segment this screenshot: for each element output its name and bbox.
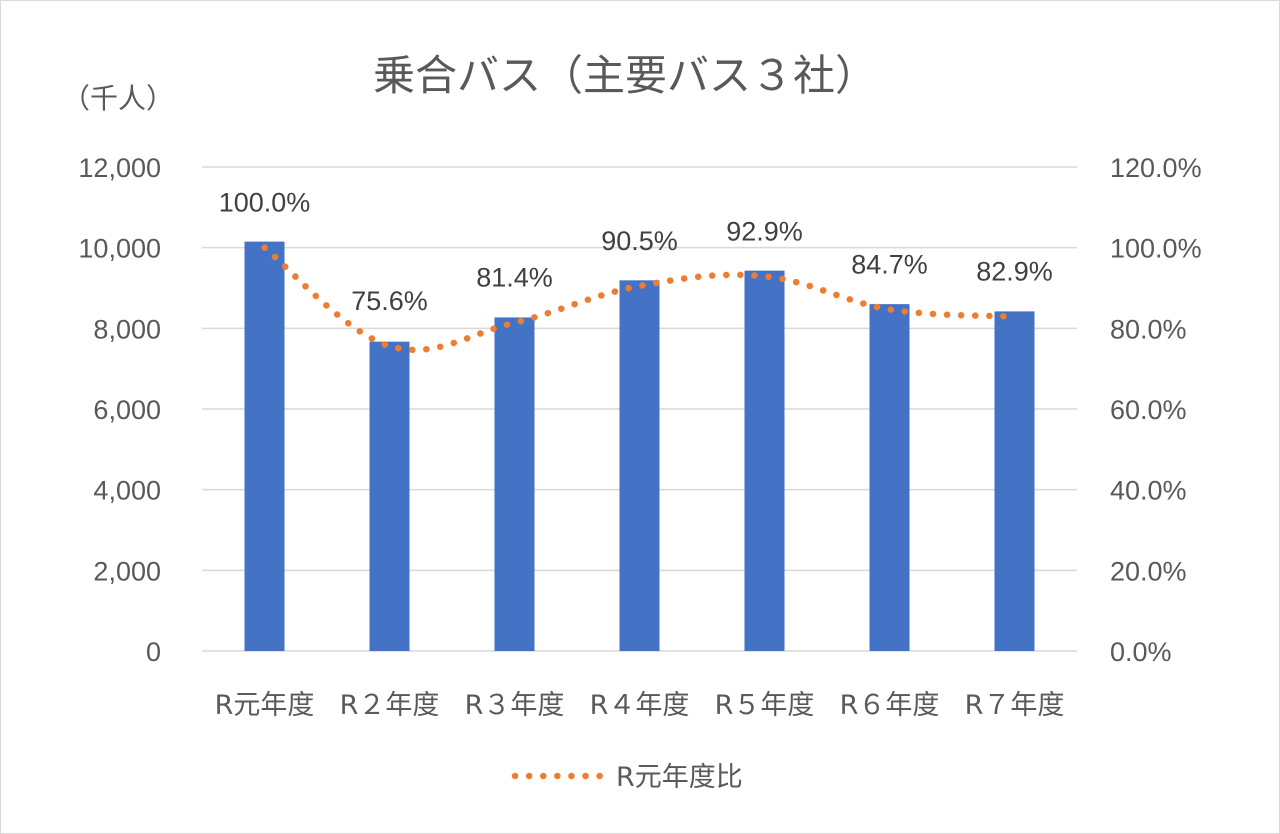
legend: R元年度比 <box>511 762 743 793</box>
legend-label: R元年度比 <box>616 762 743 793</box>
bar <box>494 317 535 651</box>
right-tick-label: 80.0% <box>1110 314 1187 344</box>
bar-series <box>244 241 1035 651</box>
ratio-data-label: 100.0% <box>219 188 311 218</box>
right-axis-tick-labels: 0.0% 20.0% 40.0% 60.0% 80.0% 100.0% 120.0% <box>1110 153 1202 667</box>
left-tick-label: 2,000 <box>93 556 161 586</box>
bar <box>869 304 910 651</box>
bar <box>994 311 1035 651</box>
ratio-line-series <box>261 244 1018 354</box>
bar <box>744 270 785 651</box>
category-label: R元年度 <box>215 690 315 721</box>
bar <box>619 280 660 651</box>
left-tick-label: 6,000 <box>93 395 161 425</box>
category-label: R２年度 <box>340 690 440 721</box>
ratio-line <box>261 244 1018 354</box>
right-tick-label: 0.0% <box>1110 637 1172 667</box>
category-label: R５年度 <box>715 690 815 721</box>
left-tick-label: 12,000 <box>78 153 161 183</box>
ratio-data-label: 81.4% <box>476 263 553 293</box>
left-tick-label: 8,000 <box>93 314 161 344</box>
bar <box>244 241 285 651</box>
category-label: R４年度 <box>590 690 690 721</box>
bar <box>369 341 410 651</box>
ratio-data-label: 92.9% <box>726 216 803 246</box>
right-tick-label: 40.0% <box>1110 476 1187 506</box>
category-label: R６年度 <box>840 690 940 721</box>
ratio-data-label: 75.6% <box>351 286 428 316</box>
chart-title: 乗合バス（主要バス３社） <box>373 51 877 100</box>
ratio-data-label: 90.5% <box>601 226 678 256</box>
right-tick-label: 120.0% <box>1110 153 1202 183</box>
left-tick-label: 10,000 <box>78 234 161 264</box>
category-label: R３年度 <box>465 690 565 721</box>
y-axis-unit-label: （千人） <box>62 82 174 115</box>
right-tick-label: 100.0% <box>1110 234 1202 264</box>
x-axis-category-labels: R元年度 R２年度 R３年度 R４年度 R５年度 R６年度 R７年度 <box>215 690 1065 721</box>
left-axis-tick-labels: 0 2,000 4,000 6,000 8,000 10,000 12,000 <box>78 153 161 667</box>
ratio-data-labels: 100.0% 75.6% 81.4% 90.5% 92.9% 84.7% 82.9% <box>219 188 1053 316</box>
left-tick-label: 4,000 <box>93 476 161 506</box>
ratio-data-label: 82.9% <box>976 257 1053 287</box>
ratio-data-label: 84.7% <box>851 249 928 279</box>
category-label: R７年度 <box>965 690 1065 721</box>
right-tick-label: 60.0% <box>1110 395 1187 425</box>
right-tick-label: 20.0% <box>1110 556 1187 586</box>
left-tick-label: 0 <box>146 637 161 667</box>
